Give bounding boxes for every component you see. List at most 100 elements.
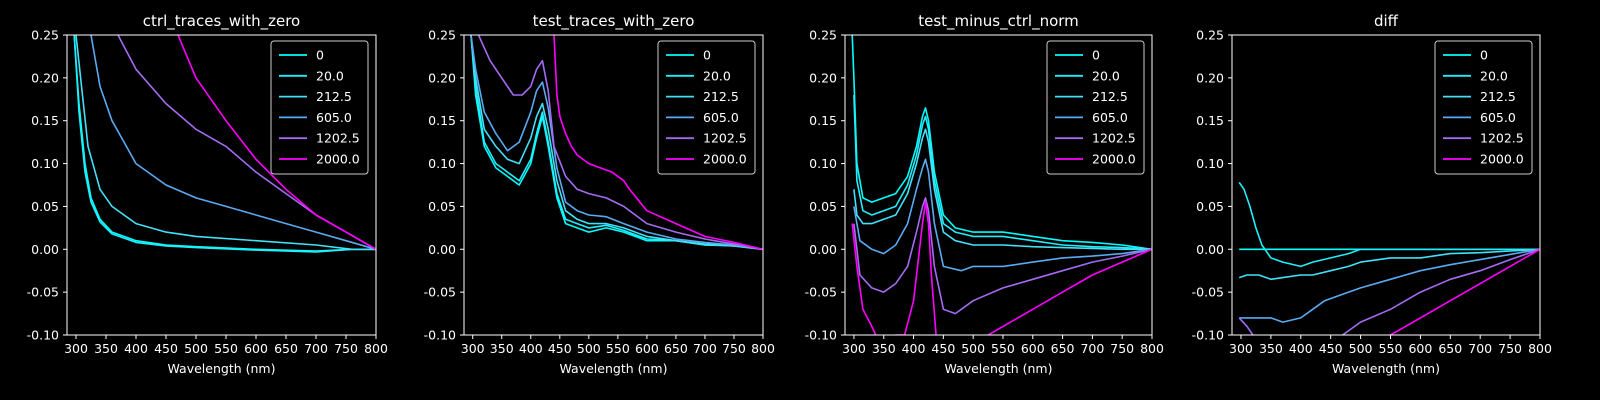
legend-label: 2000.0 bbox=[703, 152, 747, 167]
x-tick-label: 450 bbox=[154, 341, 178, 356]
y-tick-label: 0.15 bbox=[428, 113, 456, 128]
legend-label: 2000.0 bbox=[1092, 152, 1136, 167]
y-tick-label: 0.05 bbox=[1196, 199, 1224, 214]
x-tick-label: 400 bbox=[124, 341, 148, 356]
legend-label: 0 bbox=[1092, 48, 1100, 63]
y-tick-label: 0.05 bbox=[809, 199, 837, 214]
x-tick-label: 550 bbox=[214, 341, 238, 356]
y-tick-label: -0.05 bbox=[424, 285, 456, 300]
x-tick-label: 650 bbox=[664, 341, 688, 356]
y-tick-label: -0.10 bbox=[27, 328, 59, 343]
legend: 0 20.0 212.5 605.0 1202.5 2000.0 bbox=[1434, 40, 1533, 175]
x-tick-label: 650 bbox=[274, 341, 298, 356]
chart-panel-3: test_minus_ctrl_norm 300 350 400 450 500 550 60… bbox=[805, 12, 1164, 376]
legend-label: 212.5 bbox=[703, 89, 739, 104]
x-axis-label: Wavelength (nm) bbox=[168, 361, 276, 376]
series-group bbox=[1238, 181, 1540, 335]
series-line-20-0 bbox=[853, 94, 1152, 251]
y-tick-label: 0.20 bbox=[1196, 70, 1224, 85]
legend: 0 20.0 212.5 605.0 1202.5 2000.0 bbox=[657, 40, 756, 175]
chart-panel-4: diff 300 350 400 450 500 550 600 650 700 750 800 0.2… bbox=[1192, 12, 1552, 376]
axes-frame bbox=[1231, 34, 1541, 336]
y-tick-label: 0.15 bbox=[31, 113, 59, 128]
x-tick-label: 800 bbox=[1140, 341, 1164, 356]
x-tick-label: 700 bbox=[693, 341, 717, 356]
legend-label: 605.0 bbox=[1480, 110, 1516, 125]
series-line-1202-5 bbox=[477, 35, 763, 251]
series-line-212-5 bbox=[1238, 248, 1540, 281]
series-line-20-0 bbox=[1238, 181, 1540, 268]
axes-frame bbox=[66, 34, 377, 336]
x-tick-label: 350 bbox=[94, 341, 118, 356]
series-line-2000-0 bbox=[851, 201, 1152, 335]
x-tick-label: 550 bbox=[991, 341, 1015, 356]
x-tick-label: 500 bbox=[184, 341, 208, 356]
x-tick-label: 300 bbox=[64, 341, 88, 356]
x-tick-label: 500 bbox=[1349, 341, 1373, 356]
y-tick-label: 0.25 bbox=[809, 28, 837, 43]
legend-label: 605.0 bbox=[316, 110, 352, 125]
x-axis-label: Wavelength (nm) bbox=[1332, 361, 1440, 376]
y-tick-label: -0.05 bbox=[805, 285, 837, 300]
series-group bbox=[470, 35, 763, 251]
series-line-0 bbox=[73, 35, 376, 252]
x-tick-label: 600 bbox=[244, 341, 268, 356]
legend-label: 1202.5 bbox=[1480, 131, 1524, 146]
series-line-605-0 bbox=[1239, 248, 1540, 323]
y-tick-label: 0.00 bbox=[31, 242, 59, 257]
chart-title: test_minus_ctrl_norm bbox=[918, 12, 1079, 31]
chart-title: diff bbox=[1374, 12, 1399, 30]
y-tick-label: 0.00 bbox=[1196, 242, 1224, 257]
series-line-2000-0 bbox=[553, 35, 763, 251]
legend-label: 20.0 bbox=[316, 68, 344, 83]
x-tick-label: 550 bbox=[606, 341, 630, 356]
series-line-212-5 bbox=[75, 35, 376, 251]
x-tick-label: 750 bbox=[1498, 341, 1522, 356]
axes-frame bbox=[463, 34, 764, 336]
series-line-212-5 bbox=[470, 35, 763, 251]
series-line-1202-5 bbox=[853, 197, 1152, 315]
x-tick-label: 450 bbox=[548, 341, 572, 356]
series-line-605-0 bbox=[90, 35, 376, 251]
series-line-212-5 bbox=[853, 128, 1152, 251]
x-tick-label: 600 bbox=[1408, 341, 1432, 356]
y-tick-label: 0.10 bbox=[809, 156, 837, 171]
x-tick-label: 700 bbox=[304, 341, 328, 356]
legend-label: 1202.5 bbox=[703, 131, 747, 146]
legend-label: 0 bbox=[703, 48, 711, 63]
series-line-1202-5 bbox=[1238, 248, 1540, 335]
legend-label: 1202.5 bbox=[1092, 131, 1136, 146]
x-tick-label: 600 bbox=[635, 341, 659, 356]
y-tick-label: -0.05 bbox=[1192, 285, 1224, 300]
y-tick-label: 0.10 bbox=[31, 156, 59, 171]
x-tick-label: 800 bbox=[364, 341, 388, 356]
y-tick-label: 0.10 bbox=[1196, 156, 1224, 171]
legend-label: 605.0 bbox=[703, 110, 739, 125]
y-tick-label: 0.15 bbox=[809, 113, 837, 128]
x-tick-label: 400 bbox=[1289, 341, 1313, 356]
y-tick-label: -0.10 bbox=[805, 328, 837, 343]
y-tick-label: 0.20 bbox=[809, 70, 837, 85]
y-tick-label: 0.00 bbox=[809, 242, 837, 257]
x-tick-label: 400 bbox=[519, 341, 543, 356]
x-tick-label: 300 bbox=[842, 341, 866, 356]
legend-label: 1202.5 bbox=[316, 131, 360, 146]
x-tick-label: 750 bbox=[1110, 341, 1134, 356]
y-tick-label: 0.25 bbox=[1196, 28, 1224, 43]
y-tick-label: -0.10 bbox=[1192, 328, 1224, 343]
series-line-605-0 bbox=[470, 35, 763, 251]
axes-frame bbox=[844, 34, 1153, 336]
x-tick-label: 400 bbox=[902, 341, 926, 356]
series-line-2000-0 bbox=[177, 35, 376, 250]
y-tick-label: 0.25 bbox=[31, 28, 59, 43]
x-axis-label: Wavelength (nm) bbox=[560, 361, 668, 376]
x-tick-label: 350 bbox=[1259, 341, 1283, 356]
x-tick-label: 600 bbox=[1021, 341, 1045, 356]
x-tick-label: 300 bbox=[461, 341, 485, 356]
series-group bbox=[851, 35, 1152, 335]
x-tick-label: 450 bbox=[1319, 341, 1343, 356]
legend-box bbox=[270, 40, 369, 175]
series-group bbox=[73, 35, 376, 253]
